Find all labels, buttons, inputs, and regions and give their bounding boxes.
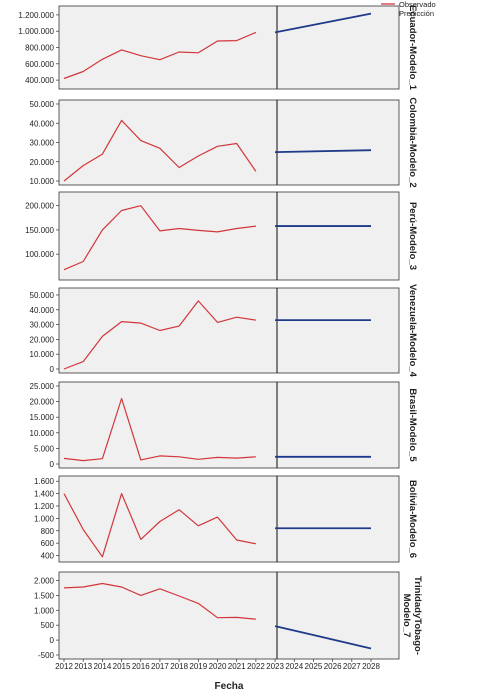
y-tick-label: 20.000 [30,398,55,407]
panel-frame [58,99,400,186]
y-tick-label: 20.000 [30,158,55,167]
y-tick-label: 100.000 [25,250,54,259]
y-tick-label: 0 [50,636,55,645]
legend-label-predicted: Predicción [399,9,434,18]
y-tick-label: 150.000 [25,226,54,235]
panel-label-line: TrinidadyTobago- [412,576,423,655]
y-tick-label: 0 [50,460,55,469]
panel-frame [58,191,400,281]
x-tick-label: 2023 [266,662,284,671]
y-tick-label: -500 [38,651,55,660]
predicted-series-line [275,149,372,154]
x-tick-label: 2027 [343,662,361,671]
panel-label: Bolivia-Modelo_6 [407,480,418,558]
y-tick-label: 30.000 [30,139,55,148]
y-tick-label: 2.000 [34,576,55,585]
x-axis-title: Fecha [215,681,244,692]
x-tick-label: 2022 [247,662,265,671]
x-tick-label: 2020 [209,662,227,671]
predicted-series-line [274,12,372,34]
y-tick-label: 10.000 [30,350,55,359]
x-tick-label: 2021 [228,662,246,671]
y-tick-label: 50.000 [30,291,55,300]
y-tick-label: 10.000 [30,177,55,186]
y-tick-label: 15.000 [30,413,55,422]
observed-series-line [63,300,256,370]
x-tick-label: 2015 [113,662,131,671]
x-tick-label: 2019 [189,662,207,671]
observed-series-line [63,31,257,80]
x-tick-label: 2017 [151,662,169,671]
y-tick-label: 1.000 [34,514,55,523]
y-tick-label: 1.400 [34,490,55,499]
observed-series-line [63,493,257,558]
x-tick-label: 2024 [285,662,303,671]
y-tick-label: 200.000 [25,202,54,211]
observed-series-line [63,205,256,271]
x-tick-label: 2012 [55,662,73,671]
y-tick-label: 1.600 [34,477,55,486]
y-tick-label: 1.200 [34,502,55,511]
x-tick-label: 2025 [305,662,323,671]
y-tick-label: 1.200.000 [18,11,54,20]
y-tick-label: 30.000 [30,321,55,330]
y-tick-label: 400 [41,552,55,561]
y-tick-label: 40.000 [30,119,55,128]
panel-label: Ecuador-Modelo_1 [407,5,418,91]
y-tick-label: 20.000 [30,335,55,344]
y-tick-label: 0 [50,365,55,374]
legend-label-observed: Observado [399,0,436,9]
y-tick-label: 10.000 [30,429,55,438]
panel-label: Brasil-Modelo_5 [407,388,418,462]
y-tick-label: 600 [41,539,55,548]
panel-frame [58,381,400,469]
panel-label: TrinidadyTobago-Modelo_7 [401,576,423,655]
y-tick-label: 400.000 [25,76,54,85]
y-tick-label: 800 [41,527,55,536]
y-tick-label: 1.000.000 [18,27,54,36]
x-tick-label: 2014 [93,662,111,671]
y-tick-label: 1.500 [34,591,55,600]
y-tick-label: 600.000 [25,60,54,69]
panel-label-line: Modelo_7 [401,594,412,638]
x-tick-label: 2028 [362,662,380,671]
y-tick-label: 40.000 [30,306,55,315]
y-tick-label: 25.000 [30,382,55,391]
panel-label: Colombia-Modelo_2 [407,97,418,187]
y-tick-label: 5.000 [34,444,55,453]
x-tick-label: 2026 [324,662,342,671]
panel-frame [58,475,400,563]
y-tick-label: 800.000 [25,44,54,53]
x-tick-label: 2018 [170,662,188,671]
observed-series-line [63,397,256,462]
panel-label: Perú-Modelo_3 [407,202,418,270]
panel-label: Venezuela-Modelo_4 [407,284,418,378]
observed-series-line [63,119,257,182]
observed-series-line [63,582,256,620]
y-tick-label: 50.000 [30,100,55,109]
x-tick-label: 2016 [132,662,150,671]
panel-frame [58,287,400,374]
y-tick-label: 500 [41,621,55,630]
predicted-series-line [274,625,372,650]
x-tick-label: 2013 [74,662,92,671]
y-tick-label: 1.000 [34,606,55,615]
